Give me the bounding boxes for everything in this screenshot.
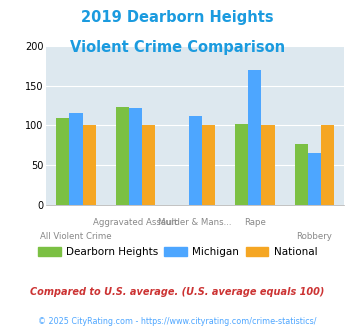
Bar xyxy=(261,125,274,205)
Bar xyxy=(235,124,248,205)
Bar xyxy=(129,108,142,205)
Text: Compared to U.S. average. (U.S. average equals 100): Compared to U.S. average. (U.S. average … xyxy=(30,287,325,297)
Text: Violent Crime Comparison: Violent Crime Comparison xyxy=(70,40,285,54)
Bar xyxy=(321,125,334,205)
Text: Robbery: Robbery xyxy=(296,232,333,241)
Bar xyxy=(189,116,202,205)
Bar xyxy=(116,107,129,205)
Legend: Dearborn Heights, Michigan, National: Dearborn Heights, Michigan, National xyxy=(33,243,322,261)
Bar xyxy=(82,125,95,205)
Bar xyxy=(248,70,261,205)
Text: Aggravated Assault: Aggravated Assault xyxy=(93,218,178,227)
Text: 2019 Dearborn Heights: 2019 Dearborn Heights xyxy=(81,10,274,25)
Text: All Violent Crime: All Violent Crime xyxy=(40,232,112,241)
Bar xyxy=(70,113,82,205)
Bar xyxy=(308,153,321,205)
Text: Rape: Rape xyxy=(244,218,266,227)
Bar xyxy=(142,125,155,205)
Bar xyxy=(202,125,215,205)
Bar xyxy=(56,118,70,205)
Text: Murder & Mans...: Murder & Mans... xyxy=(158,218,232,227)
Text: © 2025 CityRating.com - https://www.cityrating.com/crime-statistics/: © 2025 CityRating.com - https://www.city… xyxy=(38,317,317,326)
Bar xyxy=(295,145,308,205)
